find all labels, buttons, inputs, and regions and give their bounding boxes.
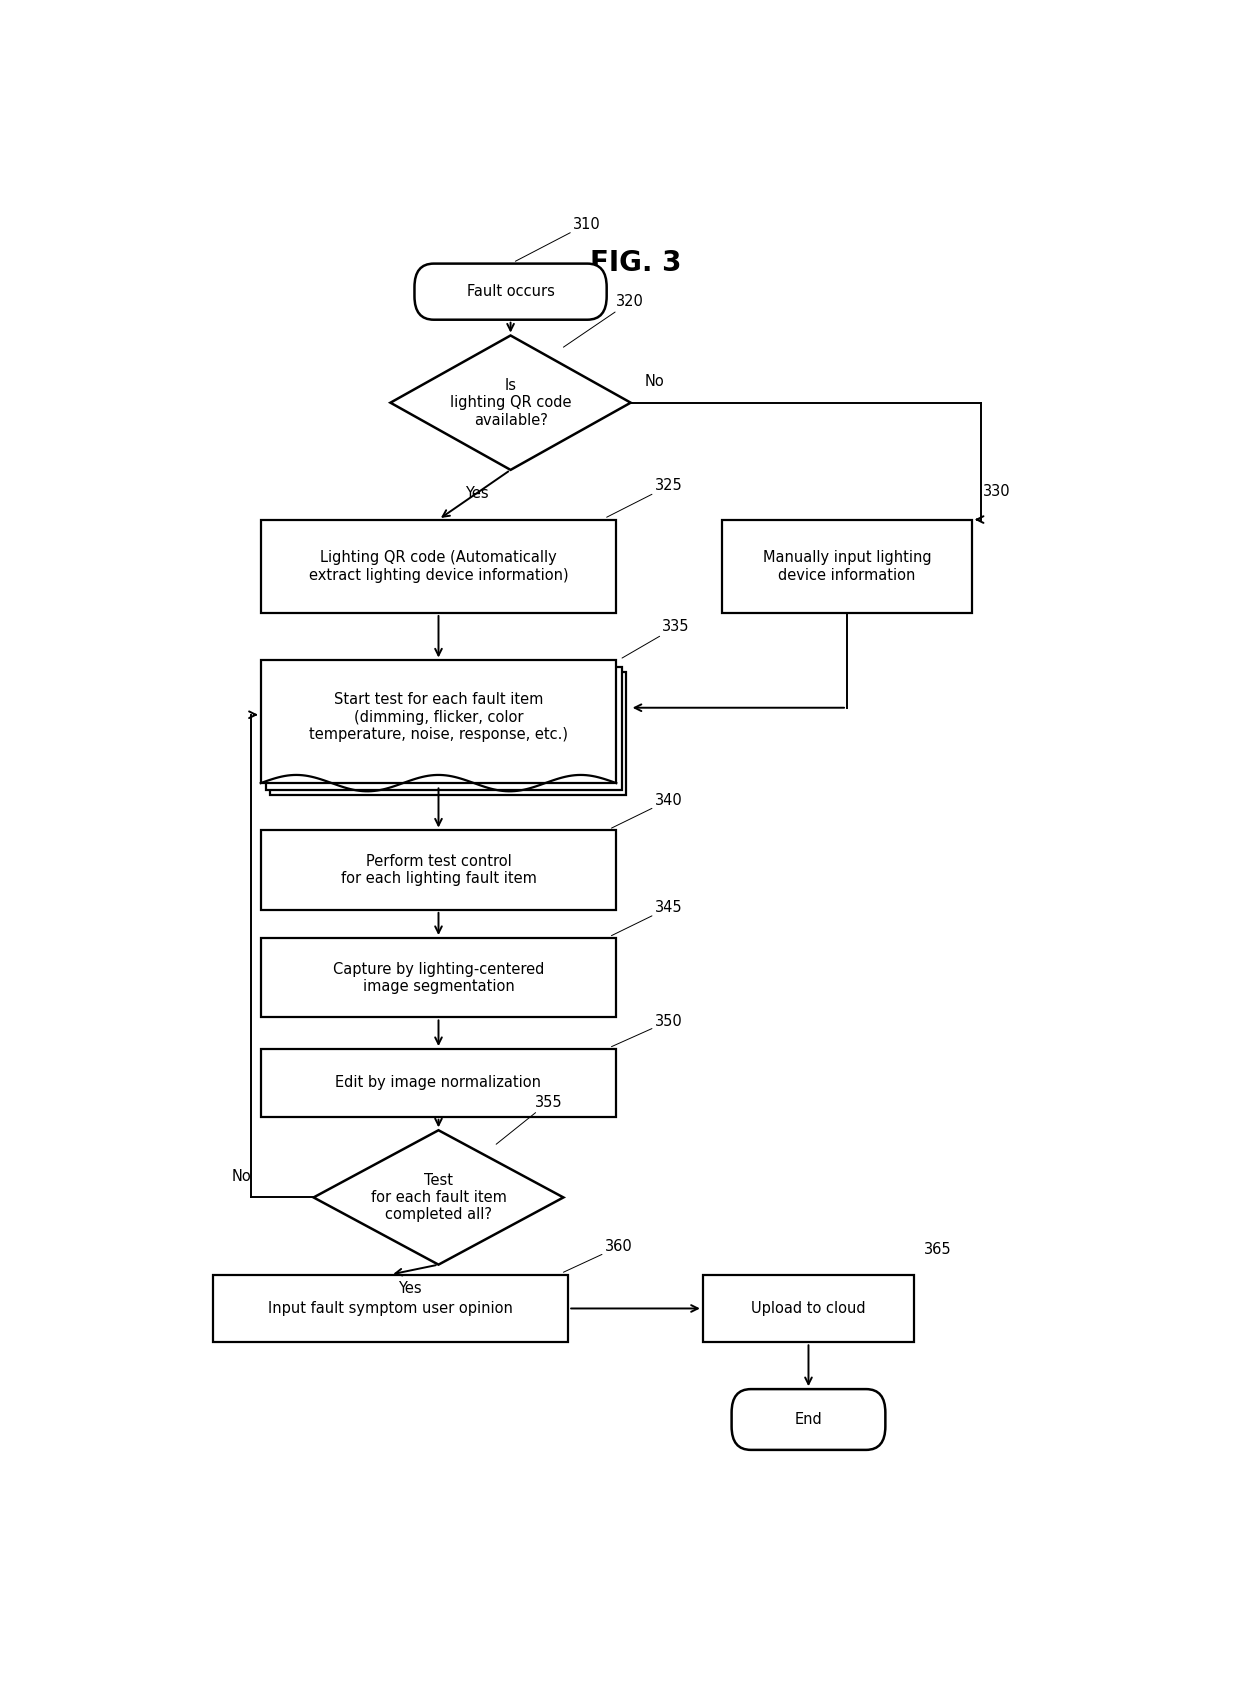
Text: Test
for each fault item
completed all?: Test for each fault item completed all? [371,1173,506,1222]
Text: Start test for each fault item
(dimming, flicker, color
temperature, noise, resp: Start test for each fault item (dimming,… [309,692,568,741]
Text: Perform test control
for each lighting fault item: Perform test control for each lighting f… [341,853,537,886]
Text: 330: 330 [983,484,1011,500]
Text: 320: 320 [563,294,644,347]
Text: 345: 345 [611,901,682,935]
Bar [703,1275,914,1343]
Text: Yes: Yes [398,1280,422,1295]
Text: Upload to cloud: Upload to cloud [751,1300,866,1316]
Text: No: No [232,1170,252,1183]
Text: Lighting QR code (Automatically
extract lighting device information): Lighting QR code (Automatically extract … [309,551,568,583]
Text: 325: 325 [606,478,682,517]
Bar [260,520,616,614]
FancyBboxPatch shape [414,264,606,320]
Text: 355: 355 [496,1095,562,1144]
Text: 310: 310 [516,216,601,262]
Text: No: No [645,374,665,389]
Bar [260,831,616,910]
Bar [213,1275,568,1343]
FancyBboxPatch shape [732,1389,885,1450]
Bar [270,672,626,796]
Text: 350: 350 [611,1013,682,1047]
Text: Yes: Yes [465,486,489,501]
Text: Edit by image normalization: Edit by image normalization [336,1076,542,1090]
Text: Capture by lighting-centered
image segmentation: Capture by lighting-centered image segme… [332,962,544,994]
Bar [260,660,616,784]
Text: Is
lighting QR code
available?: Is lighting QR code available? [450,377,572,428]
Text: FIG. 3: FIG. 3 [590,248,681,277]
Text: Manually input lighting
device information: Manually input lighting device informati… [763,551,931,583]
Text: Input fault symptom user opinion: Input fault symptom user opinion [268,1300,513,1316]
Text: 335: 335 [622,619,689,658]
Bar [260,1049,616,1117]
Text: Fault occurs: Fault occurs [466,284,554,299]
Polygon shape [314,1130,563,1265]
Bar [722,520,972,614]
Polygon shape [391,335,631,469]
Text: 340: 340 [611,792,682,828]
Bar [267,668,622,790]
Text: 360: 360 [563,1239,632,1272]
Bar [260,938,616,1017]
Text: End: End [795,1413,822,1426]
Text: 365: 365 [924,1241,951,1256]
